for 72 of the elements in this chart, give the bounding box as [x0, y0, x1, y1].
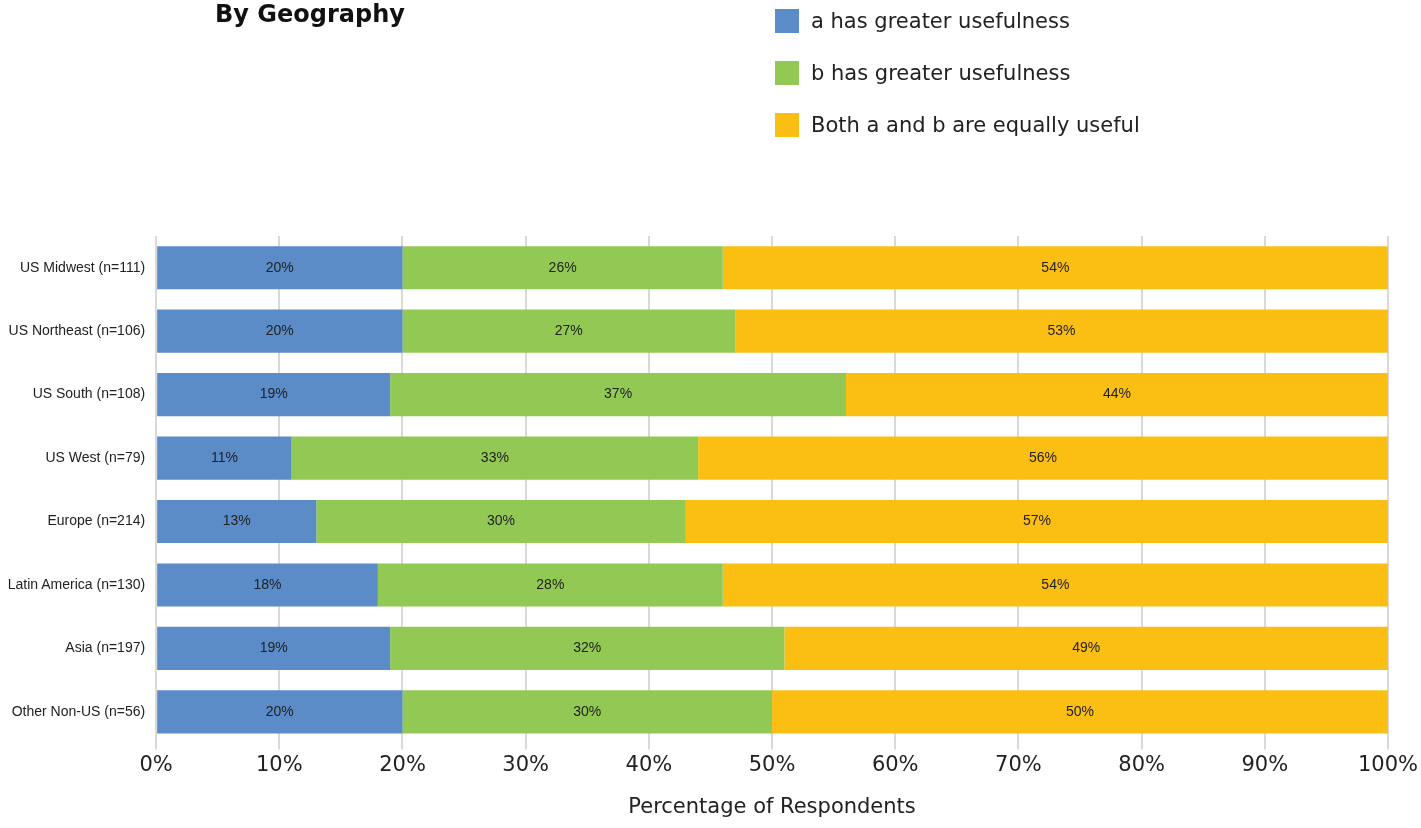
bar — [402, 690, 773, 734]
y-tick-label: Other Non-US (n=56) — [11, 702, 146, 719]
text: 28% — [536, 575, 565, 592]
bar — [157, 626, 391, 670]
bar — [784, 626, 1388, 670]
text: 18% — [253, 575, 282, 592]
y-tick-label: US Northeast (n=106) — [8, 322, 146, 339]
x-tick-label: 90% — [1241, 751, 1289, 776]
y-tick-label: US South (n=108) — [32, 385, 146, 402]
text: 20% — [265, 322, 294, 339]
x-tick-label: 40% — [625, 751, 673, 776]
text: 19% — [259, 385, 288, 402]
bar — [157, 563, 378, 607]
y-tick-label: Europe (n=214) — [47, 512, 146, 529]
bar — [402, 309, 736, 353]
bar — [390, 373, 846, 417]
legend-label: b has greater usefulness — [811, 61, 1071, 85]
x-tick-label: 50% — [748, 751, 796, 776]
text: 50% — [1066, 702, 1095, 719]
text: 26% — [548, 258, 577, 275]
bar — [722, 246, 1388, 290]
text: 19% — [259, 639, 288, 656]
bar — [291, 436, 699, 480]
bar — [772, 690, 1388, 734]
x-tick-label: 30% — [502, 751, 550, 776]
x-tick-label: 70% — [995, 751, 1042, 776]
text: 49% — [1072, 639, 1101, 656]
x-tick-label: 10% — [255, 751, 303, 776]
text: 20% — [265, 258, 294, 275]
y-tick-label: US West (n=79) — [45, 448, 146, 465]
text: 57% — [1022, 512, 1051, 529]
bar — [157, 246, 403, 290]
bar — [157, 499, 317, 544]
y-tick-label: Latin America (n=130) — [7, 575, 146, 592]
bar — [377, 563, 723, 607]
x-tick-label: 0% — [139, 751, 173, 776]
bar — [157, 309, 403, 353]
x-tick-label: 20% — [379, 751, 426, 776]
text: 32% — [573, 639, 602, 656]
text: 44% — [1102, 385, 1131, 402]
bar — [157, 373, 391, 417]
bar — [402, 246, 723, 290]
bar — [316, 499, 686, 544]
text: 11% — [210, 448, 238, 465]
text: 13% — [222, 512, 251, 529]
text: 53% — [1047, 322, 1076, 339]
text: 30% — [487, 512, 516, 529]
bar — [722, 563, 1388, 607]
text: 30% — [573, 702, 602, 719]
bar — [390, 626, 785, 670]
text: 33% — [480, 448, 509, 465]
text: 37% — [604, 385, 633, 402]
bar — [157, 690, 403, 734]
y-tick-label: US Midwest (n=111) — [19, 258, 146, 275]
text: 20% — [265, 702, 294, 719]
text: 27% — [554, 322, 583, 339]
text: 56% — [1029, 448, 1058, 465]
bar — [685, 499, 1388, 544]
bar — [157, 436, 292, 480]
x-axis-title: Percentage of Respondents — [628, 793, 916, 818]
bar — [698, 436, 1388, 480]
legend-label: a has greater usefulness — [811, 9, 1070, 33]
bar — [735, 309, 1388, 353]
y-tick-label: Asia (n=197) — [65, 639, 146, 656]
text: 54% — [1041, 575, 1070, 592]
x-tick-label: 100% — [1357, 751, 1419, 776]
legend-label: Both a and b are equally useful — [811, 113, 1140, 137]
text: 54% — [1041, 258, 1070, 275]
x-tick-label: 60% — [871, 751, 919, 776]
x-tick-label: 80% — [1118, 751, 1165, 776]
bar — [845, 373, 1388, 417]
chart-title: By Geography — [215, 0, 405, 28]
